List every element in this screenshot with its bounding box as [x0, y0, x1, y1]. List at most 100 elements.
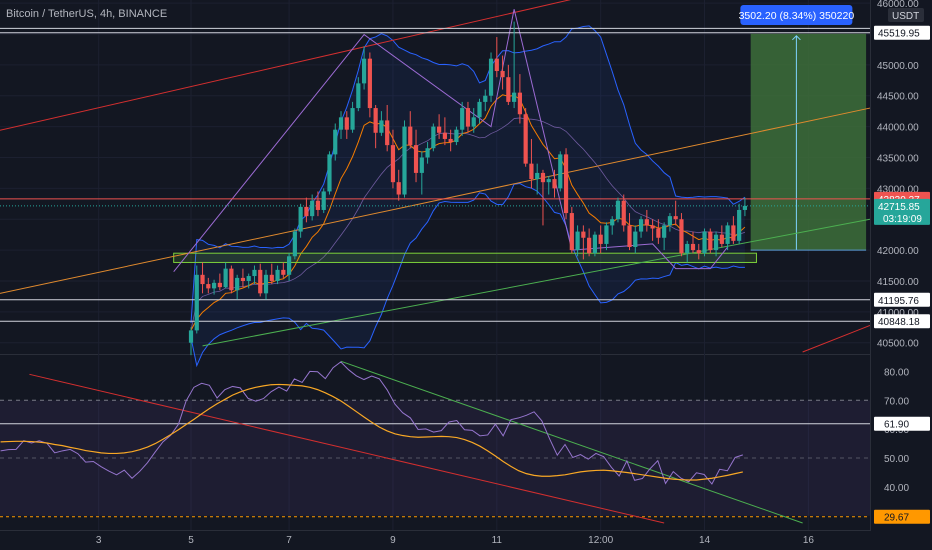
long-position-arrowhead [792, 35, 801, 41]
time-tick-label: 5 [188, 535, 194, 546]
candle-body [211, 282, 217, 289]
candle-body [217, 282, 222, 288]
price-tick-label: 41000.00 [877, 308, 919, 319]
candle-body [690, 243, 696, 251]
candle-body [569, 213, 574, 251]
candle-body [437, 126, 442, 133]
candle-body [627, 225, 632, 248]
price-tick-label: 44500.00 [877, 92, 919, 103]
candle-body [235, 277, 240, 291]
candle-body [575, 231, 580, 251]
candle-body [206, 284, 211, 289]
price-tick-label: 46000.00 [877, 0, 919, 10]
candle-body [517, 92, 522, 115]
price-tick-label: 43000.00 [877, 184, 919, 195]
candle-body [558, 154, 563, 189]
level-badge [874, 314, 930, 329]
candle-body [321, 191, 326, 210]
candle-body [506, 77, 511, 102]
candle-body [523, 114, 528, 164]
candle-body [263, 274, 269, 294]
candle-body [500, 71, 505, 78]
candle-body [338, 117, 344, 130]
candle-body [385, 120, 390, 146]
candle-body [696, 250, 701, 254]
time-tick-label: 11 [492, 535, 503, 546]
candle-body [615, 200, 621, 220]
candle-body [737, 209, 742, 241]
rsi-line [0, 361, 744, 485]
time-axis-background [0, 531, 932, 550]
candle-body [679, 219, 684, 254]
time-tick-label: 16 [803, 535, 815, 546]
price-tick-label: 42000.00 [877, 246, 919, 257]
time-tick-label: 3 [96, 535, 102, 546]
time-tick-label: 9 [390, 535, 396, 546]
level-badge [874, 25, 930, 40]
candle-body [367, 58, 372, 109]
rsi-tick-label: 40.00 [884, 483, 909, 494]
candle-body [488, 58, 494, 96]
last-price-badge [874, 198, 930, 225]
rsi-tick-label: 70.00 [884, 396, 909, 407]
trendline-red-lower [802, 324, 871, 353]
trendline-red-upper [0, 0, 572, 131]
candle-body [402, 126, 407, 195]
currency-badge [888, 8, 924, 22]
candle-body [460, 108, 465, 130]
candle-body [638, 219, 644, 232]
long-position-target-zone [750, 33, 867, 251]
candle-body [477, 101, 482, 118]
candle-body [471, 117, 476, 127]
candle-body [713, 234, 719, 251]
candle-body [200, 274, 205, 285]
level-badge-label: 40848.18 [878, 317, 920, 328]
candle-body [650, 225, 655, 229]
trendline-green [202, 218, 871, 347]
trendline-orange [0, 107, 871, 294]
bollinger-lower [190, 182, 745, 368]
candle-body [304, 206, 309, 217]
candle-body [592, 234, 597, 254]
rsi-trendline-red [29, 373, 665, 524]
candle-body [731, 225, 736, 241]
candle-body [598, 234, 603, 244]
candle-body [310, 200, 315, 217]
candle-body [408, 126, 413, 146]
candle-body [535, 172, 540, 180]
candle-body [742, 205, 748, 210]
candle-body [563, 154, 569, 214]
candle-body [587, 237, 592, 254]
price-tick-label: 45000.00 [877, 61, 919, 72]
candle-body [281, 269, 286, 275]
rsi-level-badge [874, 416, 930, 431]
candle-body [546, 179, 551, 183]
rsi-level-badge-label: 29.67 [884, 513, 909, 524]
candle-body [667, 216, 673, 226]
candle-body [442, 132, 447, 139]
candle-body [373, 108, 378, 133]
candle-body [292, 231, 297, 257]
candle-body [246, 276, 251, 281]
time-tick-label: 12:00 [588, 535, 613, 546]
candle-body [333, 129, 338, 155]
candle-body [621, 200, 626, 226]
candle-body [604, 225, 609, 244]
rsi-ma-line [0, 383, 743, 481]
candle-body [540, 172, 546, 183]
candle-body [552, 179, 557, 189]
candle-body [390, 145, 396, 183]
candle-body [419, 157, 424, 173]
candle-body [396, 182, 401, 195]
rsi-level-badge-label: 61.90 [884, 420, 909, 431]
candle-body [350, 108, 355, 130]
candle-body [656, 228, 661, 238]
candle-body [379, 120, 384, 133]
price-tick-label: 43500.00 [877, 153, 919, 164]
candle-body [719, 234, 724, 244]
price-axis-background [871, 0, 932, 550]
rsi-trendline-green [340, 360, 803, 524]
candle-body [633, 231, 638, 248]
